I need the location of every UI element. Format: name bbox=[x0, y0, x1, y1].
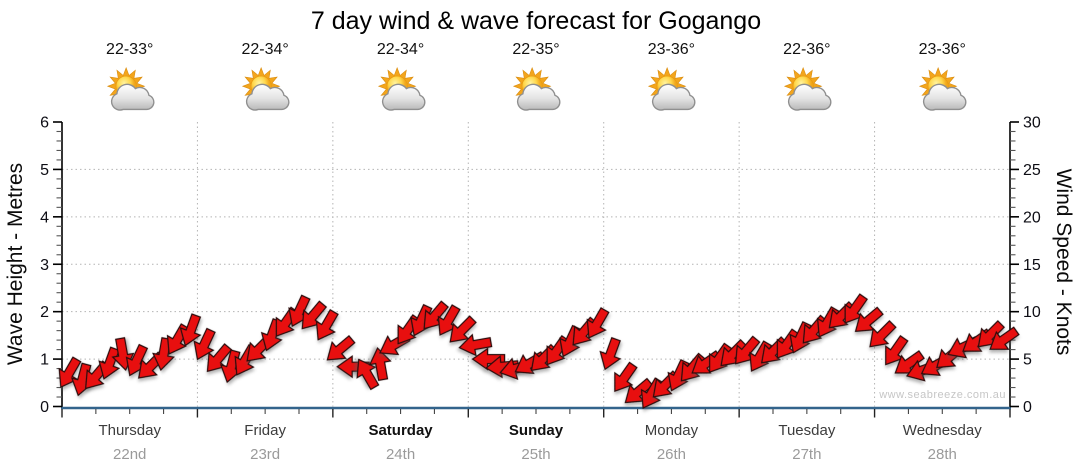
wind-arrow bbox=[844, 293, 868, 324]
right-axis-tick-label: 10 bbox=[1023, 304, 1041, 321]
left-axis-tick-label: 0 bbox=[40, 399, 49, 416]
partly-cloudy-icon bbox=[783, 66, 832, 111]
temperature-range-label: 22-35° bbox=[512, 41, 560, 58]
wind-arrow bbox=[989, 326, 1020, 350]
page-title: 7 day wind & wave forecast for Gogango bbox=[310, 7, 762, 35]
left-axis-tick-label: 4 bbox=[40, 209, 49, 226]
wind-arrow bbox=[301, 300, 328, 330]
wind-arrow bbox=[894, 350, 925, 374]
cloud-icon bbox=[381, 83, 426, 111]
right-axis-tick-label: 5 bbox=[1023, 352, 1032, 369]
wind-arrow bbox=[449, 315, 477, 343]
temperature-range-label: 23-36° bbox=[918, 41, 966, 58]
wind-arrow bbox=[734, 335, 761, 365]
watermark: www.seabreeze.com.au bbox=[879, 389, 1006, 401]
right-axis-tick-label: 30 bbox=[1023, 115, 1041, 132]
wind-arrow bbox=[206, 343, 233, 373]
wind-arrow bbox=[193, 327, 216, 361]
left-axis-tick-label: 6 bbox=[40, 115, 49, 132]
day-name-label: Wednesday bbox=[902, 422, 982, 439]
left-axis-tick-label: 3 bbox=[40, 257, 49, 274]
right-axis-tick-label: 20 bbox=[1023, 209, 1041, 226]
day-date-label: 28th bbox=[927, 446, 957, 463]
day-date-label: 27th bbox=[792, 446, 822, 463]
day-name-label: Monday bbox=[644, 422, 699, 439]
wind-arrow bbox=[326, 335, 356, 361]
right-axis-tick-label: 0 bbox=[1023, 399, 1032, 416]
temperature-range-label: 22-36° bbox=[783, 41, 831, 58]
right-axis-tick-label: 25 bbox=[1023, 162, 1041, 179]
left-axis-tick-label: 5 bbox=[40, 162, 49, 179]
partly-cloudy-icon bbox=[377, 66, 426, 111]
wind-arrow bbox=[869, 320, 897, 348]
day-name-label: Sunday bbox=[508, 422, 564, 439]
wind-arrow bbox=[356, 358, 380, 391]
wind-arrow bbox=[315, 308, 339, 341]
day-date-label: 26th bbox=[656, 446, 687, 463]
cloud-icon bbox=[110, 83, 155, 111]
wind-arrow bbox=[854, 306, 884, 333]
wind-arrow bbox=[614, 361, 638, 393]
temperature-range-label: 22-34° bbox=[241, 41, 289, 58]
wind-arrow bbox=[885, 334, 909, 366]
day-date-label: 23rd bbox=[250, 446, 281, 463]
day-name-label: Thursday bbox=[98, 422, 161, 439]
wind-arrow bbox=[368, 347, 392, 382]
wind-arrow bbox=[977, 320, 1006, 348]
wind-arrow bbox=[423, 300, 449, 330]
cloud-icon bbox=[923, 83, 967, 111]
day-date-label: 25th bbox=[521, 446, 551, 463]
wind-arrow bbox=[586, 307, 610, 339]
day-date-label: 24th bbox=[385, 446, 416, 463]
day-name-label: Friday bbox=[244, 422, 286, 439]
day-name-label: Tuesday bbox=[778, 422, 836, 439]
wind-arrow bbox=[458, 333, 493, 357]
cloud-icon bbox=[246, 83, 290, 111]
temperature-range-label: 22-34° bbox=[376, 41, 425, 58]
left-axis-tick-label: 2 bbox=[40, 304, 49, 321]
partly-cloudy-icon bbox=[648, 66, 696, 111]
partly-cloudy-icon bbox=[106, 66, 155, 111]
day-date-label: 22nd bbox=[113, 446, 147, 463]
temperature-range-label: 22-33° bbox=[106, 41, 154, 58]
cloud-icon bbox=[516, 83, 561, 111]
left-axis-tick-label: 1 bbox=[40, 352, 49, 369]
cloud-icon bbox=[652, 83, 696, 111]
partly-cloudy-icon bbox=[512, 66, 561, 111]
cloud-icon bbox=[787, 83, 832, 111]
right-axis-tick-label: 15 bbox=[1023, 257, 1041, 274]
wind-arrow bbox=[599, 336, 622, 371]
partly-cloudy-icon bbox=[919, 66, 967, 111]
partly-cloudy-icon bbox=[242, 66, 290, 111]
wind-arrow bbox=[179, 313, 202, 347]
day-name-label: Saturday bbox=[368, 422, 433, 439]
temperature-range-label: 23-36° bbox=[647, 41, 696, 58]
